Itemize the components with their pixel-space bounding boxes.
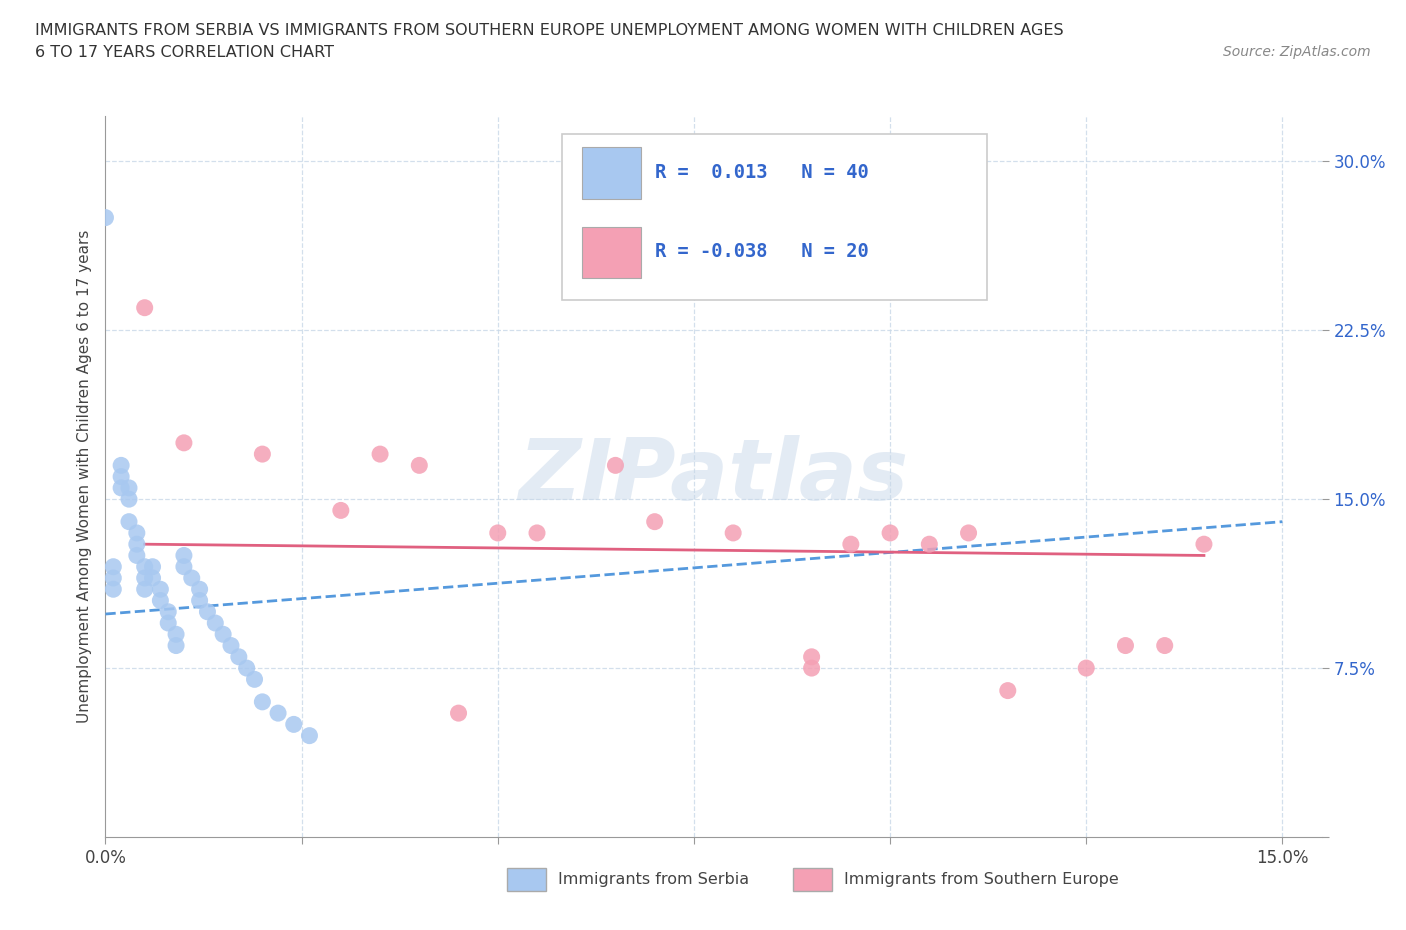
FancyBboxPatch shape xyxy=(506,868,546,891)
Text: Source: ZipAtlas.com: Source: ZipAtlas.com xyxy=(1223,45,1371,59)
Point xyxy=(157,616,180,631)
Point xyxy=(721,525,744,540)
Text: 6 TO 17 YEARS CORRELATION CHART: 6 TO 17 YEARS CORRELATION CHART xyxy=(35,45,335,60)
Point xyxy=(94,210,117,225)
Point xyxy=(103,570,125,585)
Point xyxy=(118,514,141,529)
Point xyxy=(125,537,148,551)
Text: R = -0.038   N = 20: R = -0.038 N = 20 xyxy=(655,242,869,261)
Point xyxy=(918,537,941,551)
Point xyxy=(134,300,156,315)
Point xyxy=(368,446,391,461)
Point xyxy=(228,649,250,664)
Point xyxy=(1114,638,1136,653)
Point xyxy=(165,627,187,642)
Point xyxy=(157,604,180,619)
Point xyxy=(180,570,202,585)
Point xyxy=(267,706,290,721)
Y-axis label: Unemployment Among Women with Children Ages 6 to 17 years: Unemployment Among Women with Children A… xyxy=(76,230,91,724)
Point xyxy=(103,559,125,574)
Point xyxy=(329,503,352,518)
Point xyxy=(212,627,235,642)
Point xyxy=(188,582,211,597)
FancyBboxPatch shape xyxy=(561,134,987,300)
Point xyxy=(204,616,226,631)
Point xyxy=(173,559,195,574)
Point xyxy=(1192,537,1215,551)
Point xyxy=(149,593,172,608)
Point xyxy=(298,728,321,743)
Point xyxy=(118,481,141,496)
Point xyxy=(526,525,548,540)
Point xyxy=(1076,660,1098,675)
Point xyxy=(1153,638,1175,653)
Point xyxy=(188,593,211,608)
Point xyxy=(197,604,219,619)
Text: R =  0.013   N = 40: R = 0.013 N = 40 xyxy=(655,163,869,182)
Point xyxy=(134,559,156,574)
Point xyxy=(283,717,305,732)
Point xyxy=(605,458,627,472)
Text: IMMIGRANTS FROM SERBIA VS IMMIGRANTS FROM SOUTHERN EUROPE UNEMPLOYMENT AMONG WOM: IMMIGRANTS FROM SERBIA VS IMMIGRANTS FRO… xyxy=(35,23,1064,38)
FancyBboxPatch shape xyxy=(793,868,831,891)
FancyBboxPatch shape xyxy=(582,147,641,199)
Point xyxy=(252,695,274,710)
Text: Immigrants from Southern Europe: Immigrants from Southern Europe xyxy=(844,872,1118,887)
Point xyxy=(957,525,980,540)
Text: Immigrants from Serbia: Immigrants from Serbia xyxy=(558,872,749,887)
Point xyxy=(103,582,125,597)
Text: ZIPatlas: ZIPatlas xyxy=(519,435,908,518)
Point xyxy=(134,570,156,585)
Point xyxy=(125,525,148,540)
Point xyxy=(997,684,1019,698)
Point xyxy=(173,435,195,450)
Point xyxy=(110,458,132,472)
Point xyxy=(800,649,823,664)
Point xyxy=(149,582,172,597)
Point xyxy=(235,660,257,675)
Point xyxy=(110,469,132,484)
Point xyxy=(644,514,666,529)
Point xyxy=(110,481,132,496)
Point xyxy=(252,446,274,461)
Point xyxy=(219,638,242,653)
Point xyxy=(165,638,187,653)
Point xyxy=(141,570,163,585)
Point xyxy=(408,458,430,472)
FancyBboxPatch shape xyxy=(582,227,641,278)
Point xyxy=(118,492,141,507)
Point xyxy=(173,548,195,563)
Point xyxy=(839,537,862,551)
Point xyxy=(800,660,823,675)
Point xyxy=(879,525,901,540)
Point xyxy=(141,559,163,574)
Point xyxy=(243,671,266,686)
Point xyxy=(447,706,470,721)
Point xyxy=(134,582,156,597)
Point xyxy=(486,525,509,540)
Point xyxy=(125,548,148,563)
